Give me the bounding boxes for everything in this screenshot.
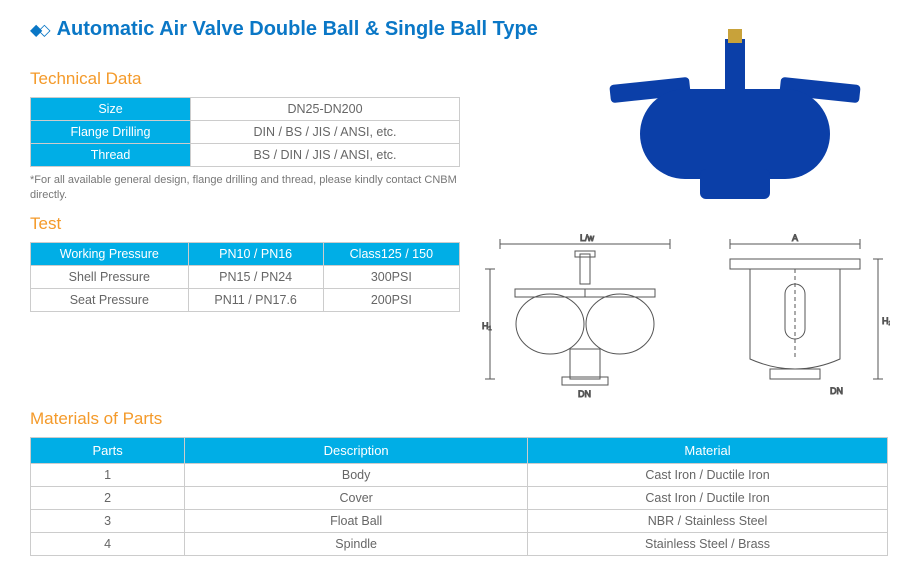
tech-label: Size [31,98,191,121]
dim-width-label: A [792,233,798,243]
test-header: Class125 / 150 [323,242,459,265]
mat-header: Parts [31,438,185,464]
tech-value: DIN / BS / JIS / ANSI, etc. [191,121,460,144]
mat-cell: Stainless Steel / Brass [528,533,888,556]
valve-photo [590,29,880,219]
test-header: Working Pressure [31,242,189,265]
table-row: Flange Drilling DIN / BS / JIS / ANSI, e… [31,121,460,144]
diamond-icon: ◆◇ [30,20,47,40]
right-column: L/w H₁ DN [480,59,890,399]
tech-value: DN25-DN200 [191,98,460,121]
drawing-single-ball: A H₂ DN [700,229,890,399]
table-row: Thread BS / DIN / JIS / ANSI, etc. [31,144,460,167]
test-cell: 200PSI [323,288,459,311]
page-title: Automatic Air Valve Double Ball & Single… [57,18,538,41]
mat-header: Description [185,438,528,464]
technical-data-heading: Technical Data [30,69,460,89]
valve-cap [728,29,742,43]
test-heading: Test [30,214,460,234]
mat-cell: Body [185,464,528,487]
mat-cell: 4 [31,533,185,556]
test-header: PN10 / PN16 [188,242,323,265]
table-row: 3 Float Ball NBR / Stainless Steel [31,510,888,533]
valve-body [640,89,830,179]
mat-cell: 1 [31,464,185,487]
tech-label: Flange Drilling [31,121,191,144]
table-row: 1 Body Cast Iron / Ductile Iron [31,464,888,487]
mat-cell: Spindle [185,533,528,556]
materials-table: Parts Description Material 1 Body Cast I… [30,437,888,556]
technical-drawings: L/w H₁ DN [480,229,890,399]
test-cell: Seat Pressure [31,288,189,311]
test-cell: PN15 / PN24 [188,265,323,288]
valve-base [700,169,770,199]
test-cell: 300PSI [323,265,459,288]
table-row: 2 Cover Cast Iron / Ductile Iron [31,487,888,510]
mat-cell: Cover [185,487,528,510]
tech-value: BS / DIN / JIS / ANSI, etc. [191,144,460,167]
materials-heading: Materials of Parts [30,409,888,429]
dim-dn-label: DN [830,386,843,396]
mat-cell: NBR / Stainless Steel [528,510,888,533]
table-row: Shell Pressure PN15 / PN24 300PSI [31,265,460,288]
dim-height-label: H₂ [882,316,890,326]
dim-height-label: H₁ [482,321,492,331]
tech-label: Thread [31,144,191,167]
mat-cell: Float Ball [185,510,528,533]
table-header-row: Working Pressure PN10 / PN16 Class125 / … [31,242,460,265]
mat-cell: Cast Iron / Ductile Iron [528,487,888,510]
table-row: Seat Pressure PN11 / PN17.6 200PSI [31,288,460,311]
test-table: Working Pressure PN10 / PN16 Class125 / … [30,242,460,312]
technical-data-table: Size DN25-DN200 Flange Drilling DIN / BS… [30,97,460,167]
dim-dn-label: DN [578,389,591,399]
mat-cell: Cast Iron / Ductile Iron [528,464,888,487]
mat-cell: 3 [31,510,185,533]
table-row: 4 Spindle Stainless Steel / Brass [31,533,888,556]
drawing-double-ball: L/w H₁ DN [480,229,690,399]
technical-data-footnote: *For all available general design, flang… [30,173,460,204]
mat-header: Material [528,438,888,464]
mat-cell: 2 [31,487,185,510]
test-cell: PN11 / PN17.6 [188,288,323,311]
dim-width-label: L/w [580,233,595,243]
table-row: Size DN25-DN200 [31,98,460,121]
left-column: Technical Data Size DN25-DN200 Flange Dr… [30,59,460,399]
table-header-row: Parts Description Material [31,438,888,464]
top-area: Technical Data Size DN25-DN200 Flange Dr… [30,59,888,399]
test-cell: Shell Pressure [31,265,189,288]
